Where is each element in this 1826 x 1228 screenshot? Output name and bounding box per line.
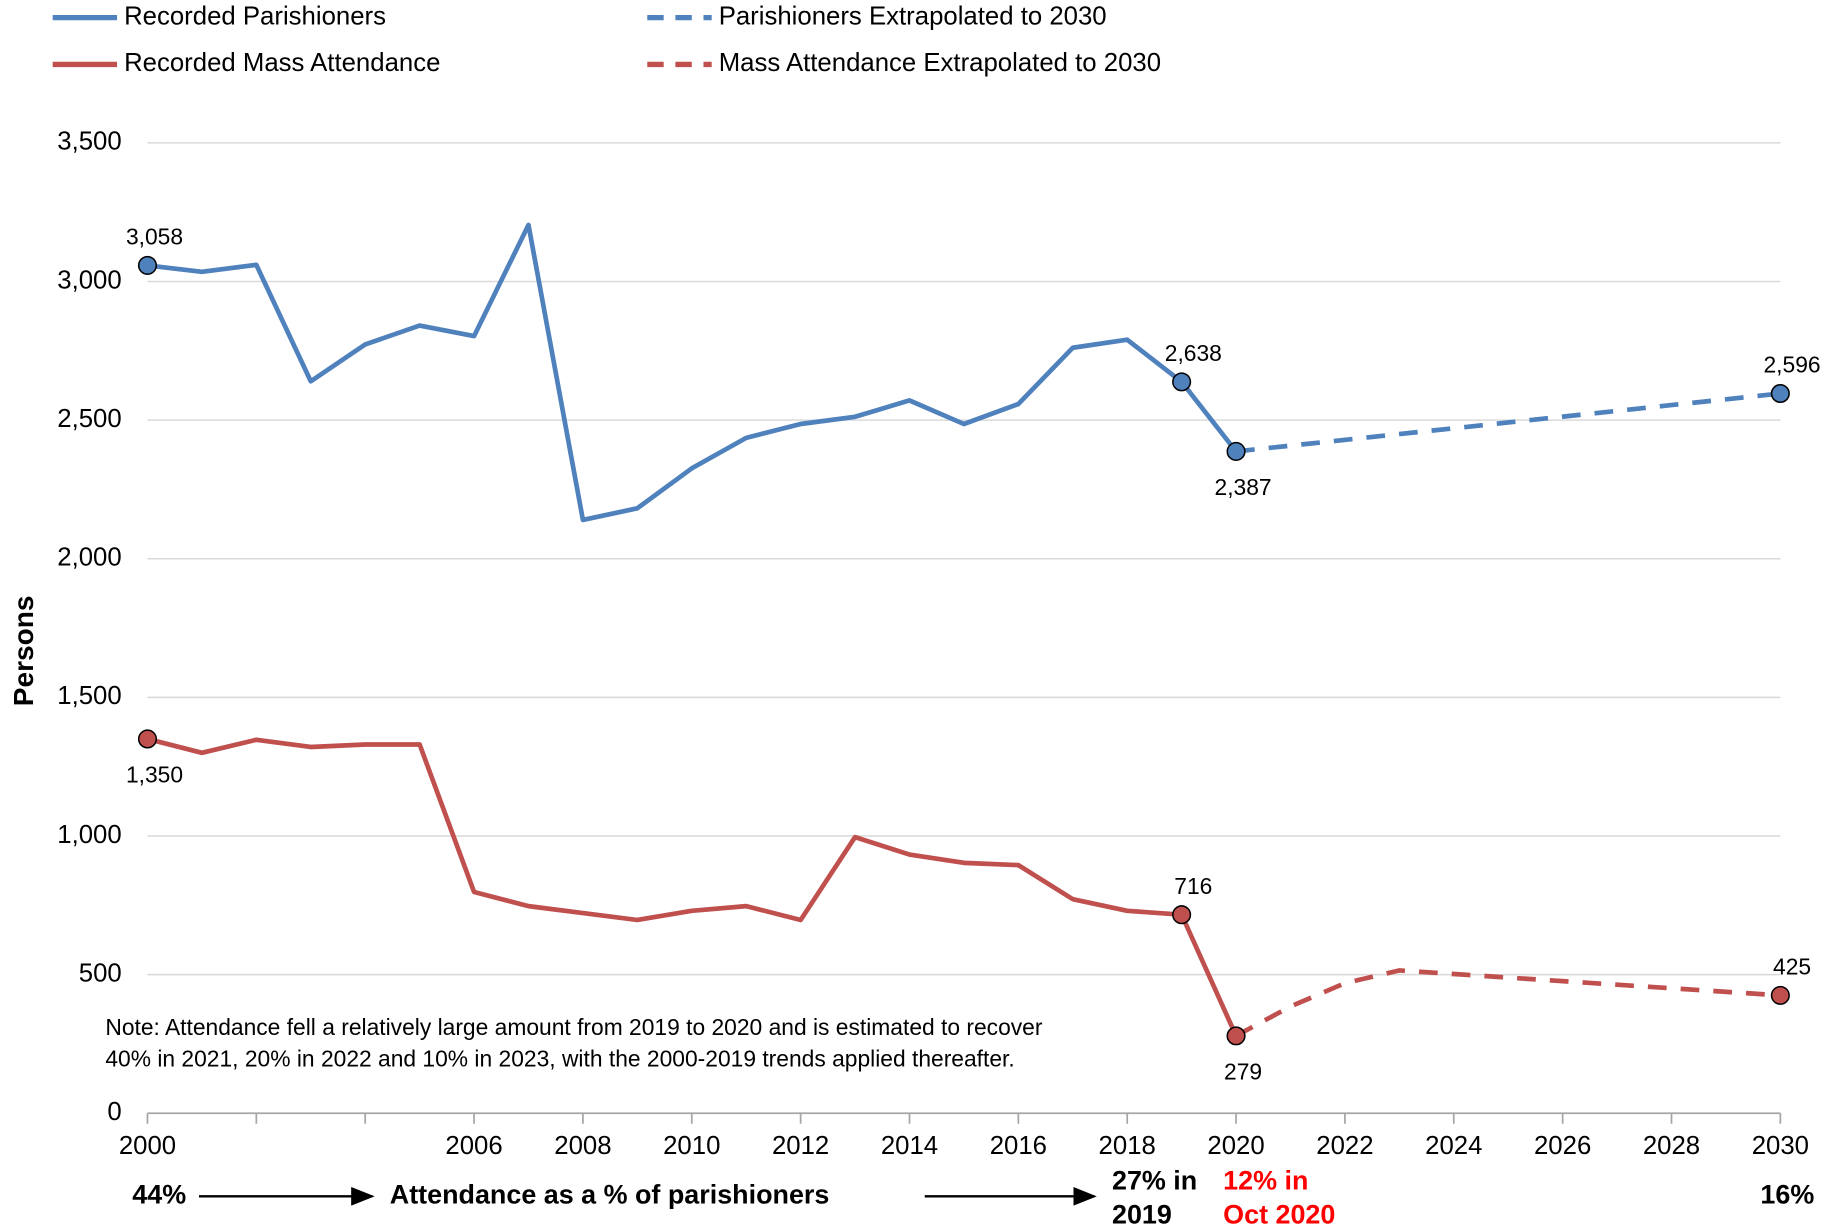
x-tick-label: 2008 (554, 1132, 611, 1160)
data-label: 2,387 (1215, 474, 1272, 500)
footer-2020: Oct 2020 (1223, 1199, 1335, 1228)
data-label: 2,596 (1764, 352, 1821, 378)
y-tick-label: 3,000 (57, 266, 121, 294)
y-tick-label: 2,500 (57, 405, 121, 433)
point-marker (137, 255, 158, 275)
series-line (147, 222, 1238, 523)
legend-label: Mass Attendance Extrapolated to 2030 (719, 49, 1161, 77)
x-tick-label: 2024 (1425, 1132, 1482, 1160)
footer-middle: Attendance as a % of parishioners (390, 1179, 830, 1209)
footer-end: 16% (1760, 1179, 1814, 1209)
x-tick-label: 2022 (1316, 1132, 1373, 1160)
y-tick-label: 1,000 (57, 821, 121, 849)
legend-label: Recorded Mass Attendance (124, 49, 440, 77)
series-line (1234, 968, 1781, 1038)
point-marker (1226, 1026, 1246, 1046)
x-tick-label: 2020 (1207, 1132, 1264, 1160)
y-tick-label: 0 (107, 1098, 121, 1126)
footer-2020: 12% in (1223, 1165, 1308, 1195)
legend-label: Recorded Parishioners (124, 2, 386, 30)
series-line (146, 736, 1239, 1037)
x-tick-label: 2028 (1643, 1132, 1700, 1160)
footer-2019: 2019 (1112, 1199, 1172, 1228)
data-label: 1,350 (126, 761, 183, 787)
x-tick-label: 2026 (1534, 1132, 1591, 1160)
y-tick-label: 1,500 (57, 682, 121, 710)
x-tick-label: 2012 (772, 1132, 829, 1160)
point-marker (137, 729, 158, 749)
footer-2019: 27% in (1112, 1165, 1197, 1195)
point-marker (1770, 383, 1790, 404)
point-marker (1172, 372, 1192, 392)
footer-start: 44% (132, 1179, 186, 1209)
data-label: 279 (1224, 1058, 1262, 1084)
note: 40% in 2021, 20% in 2022 and 10% in 2023… (105, 1046, 1014, 1072)
y-axis-label: Persons (8, 595, 39, 706)
point-marker (1226, 441, 1246, 461)
x-tick-label: 2018 (1099, 1132, 1156, 1160)
point-marker (1172, 905, 1192, 925)
series-line (1235, 391, 1781, 454)
x-tick-label: 2010 (663, 1132, 720, 1160)
legend-label: Parishioners Extrapolated to 2030 (719, 2, 1107, 30)
note: Note: Attendance fell a relatively large… (105, 1014, 1043, 1040)
y-tick-label: 2,000 (57, 544, 121, 572)
point-marker (1770, 985, 1790, 1005)
data-label: 2,638 (1165, 340, 1222, 366)
x-tick-label: 2014 (881, 1132, 938, 1160)
data-label: 425 (1773, 954, 1811, 980)
x-tick-label: 2030 (1752, 1132, 1809, 1160)
x-tick-label: 2000 (119, 1132, 176, 1160)
x-tick-label: 2016 (990, 1132, 1047, 1160)
y-tick-label: 500 (79, 959, 122, 987)
x-tick-label: 2006 (445, 1132, 502, 1160)
y-tick-label: 3,500 (57, 128, 121, 156)
data-label: 3,058 (126, 224, 183, 250)
data-label: 716 (1174, 873, 1212, 899)
